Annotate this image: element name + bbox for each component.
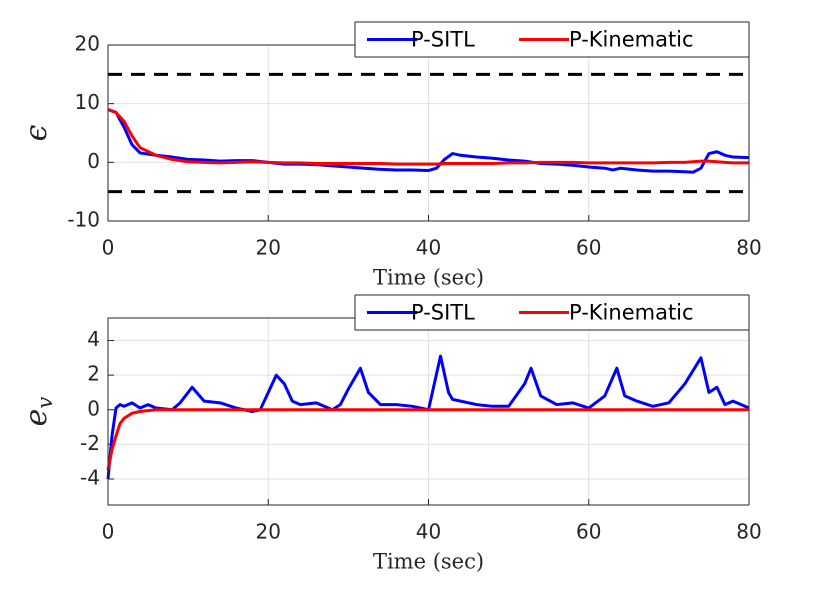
x-tick-label: 0 xyxy=(102,236,115,260)
y-axis-label: ev xyxy=(19,397,57,427)
y-label-base: e xyxy=(19,409,54,427)
x-tick-label: 80 xyxy=(736,236,761,260)
x-tick-label: 20 xyxy=(256,520,281,544)
series-line xyxy=(107,108,749,166)
y-tick-label: 10 xyxy=(75,90,100,114)
x-axis-label: Time (sec) xyxy=(373,550,484,574)
y-tick-label: -10 xyxy=(67,208,100,232)
subplot: 0 20 40 60 80 -4 -2 0 2 4 Time (sec) ev P-SITL P-Kine… xyxy=(19,294,762,574)
x-axis-label: Time (sec) xyxy=(373,266,484,290)
x-tick-label: 40 xyxy=(416,520,441,544)
y-tick-label: -4 xyxy=(80,466,100,490)
y-tick-label: -2 xyxy=(80,431,100,455)
series-line xyxy=(106,354,750,480)
x-tick-label: 40 xyxy=(416,236,441,260)
y-tick-label: 0 xyxy=(87,149,100,173)
x-tick-label: 60 xyxy=(576,520,601,544)
y-tick-label: 4 xyxy=(87,327,100,351)
y-label-subscript: v xyxy=(33,397,57,409)
x-tick-label: 60 xyxy=(576,236,601,260)
y-tick-label: 0 xyxy=(87,396,100,420)
y-label-base: ϵ xyxy=(19,124,54,141)
series-line xyxy=(107,108,750,174)
legend-label: P-SITL xyxy=(411,301,475,325)
series-line xyxy=(106,408,749,471)
legend: P-SITL P-Kinematic xyxy=(354,21,750,58)
legend: P-SITL P-Kinematic xyxy=(354,294,750,331)
y-tick-label: 2 xyxy=(87,362,100,386)
x-tick-label: 80 xyxy=(736,520,761,544)
x-tick-label: 0 xyxy=(102,520,115,544)
legend-label: P-Kinematic xyxy=(569,28,694,52)
y-tick-label: 20 xyxy=(75,32,100,56)
legend-label: P-SITL xyxy=(411,28,475,52)
x-tick-label: 20 xyxy=(256,236,281,260)
y-axis-label: ϵ xyxy=(19,124,54,141)
legend-label: P-Kinematic xyxy=(569,301,694,325)
